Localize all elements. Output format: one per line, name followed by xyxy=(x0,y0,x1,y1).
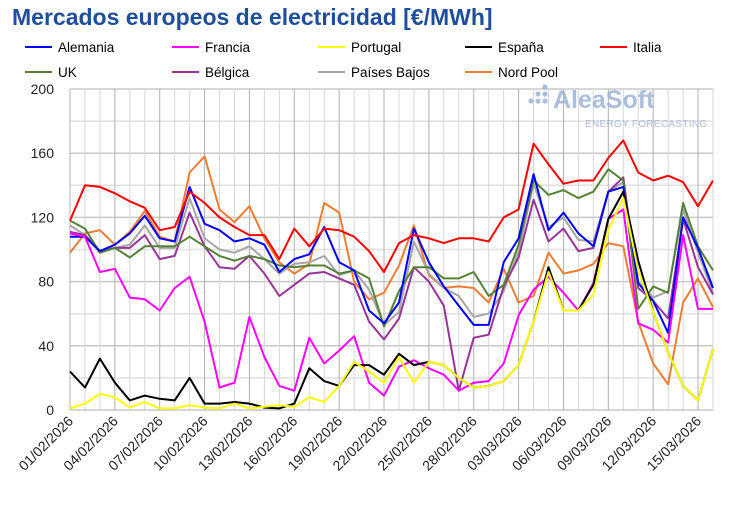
grid xyxy=(69,88,714,411)
series-line-alemania xyxy=(70,173,714,334)
legend-label: Alemania xyxy=(58,40,115,55)
y-tick-label: 40 xyxy=(38,338,54,354)
legend-item: UK xyxy=(25,65,77,80)
legend-item: Nord Pool xyxy=(465,65,558,80)
series-line-italia xyxy=(69,139,714,273)
series-line-francia xyxy=(69,208,713,397)
series-line-españa xyxy=(69,190,714,410)
legend-item: Alemania xyxy=(25,40,115,55)
svg-text:ENERGY FORECASTING: ENERGY FORECASTING xyxy=(585,119,707,130)
y-axis-ticks: 0 40 80 120 160 200 xyxy=(31,81,55,418)
y-tick-label: 0 xyxy=(46,402,54,418)
legend: Alemania Francia Portugal España Italia UK Bél… xyxy=(25,40,662,80)
legend-label: Nord Pool xyxy=(498,65,558,80)
svg-text:AleaSoft: AleaSoft xyxy=(553,86,655,114)
legend-item: Francia xyxy=(172,40,251,55)
legend-label: Portugal xyxy=(351,40,401,55)
legend-label: Bélgica xyxy=(205,65,250,80)
legend-item: Bélgica xyxy=(172,65,250,80)
series-lines xyxy=(69,139,714,410)
legend-label: España xyxy=(498,40,544,55)
legend-item: Italia xyxy=(600,40,662,55)
chart-title: Mercados europeos de electricidad [€/MWh… xyxy=(12,4,493,30)
legend-item: España xyxy=(465,40,544,55)
aleasoft-logo-watermark: AleaSoft ENERGY FORECASTING xyxy=(528,84,707,130)
y-tick-label: 200 xyxy=(31,81,55,97)
y-tick-label: 120 xyxy=(31,209,55,225)
legend-label: Países Bajos xyxy=(351,65,430,80)
legend-label: Francia xyxy=(205,40,251,55)
series-line-uk xyxy=(69,168,714,328)
legend-label: Italia xyxy=(633,40,662,55)
legend-item: Países Bajos xyxy=(318,65,430,80)
series-line-bélgica xyxy=(69,176,714,392)
series-line-portugal xyxy=(69,197,714,410)
legend-item: Portugal xyxy=(318,40,401,55)
series-line-nord-pool xyxy=(69,155,714,386)
x-axis-ticks: 01/02/202604/02/202607/02/202610/02/2026… xyxy=(15,413,704,474)
y-tick-label: 160 xyxy=(31,145,55,161)
y-tick-label: 80 xyxy=(38,274,54,290)
legend-label: UK xyxy=(58,65,77,80)
